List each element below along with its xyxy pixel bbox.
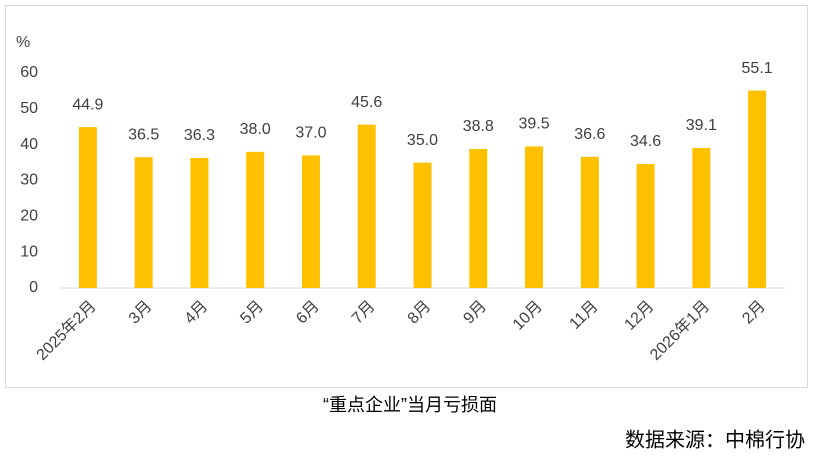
data-label: 44.9	[72, 96, 103, 113]
data-label: 45.6	[351, 94, 382, 111]
y-tick-label: 0	[29, 279, 38, 296]
bar	[413, 162, 432, 288]
bar	[301, 155, 320, 288]
y-tick-label: 30	[20, 172, 38, 189]
y-tick-label: 50	[20, 100, 38, 117]
bar	[357, 124, 376, 288]
data-label: 38.0	[240, 121, 271, 138]
data-label: 36.3	[184, 127, 215, 144]
bar	[525, 146, 544, 288]
chart-title: “重点企业”当月亏损面	[323, 395, 497, 415]
y-tick-label: 20	[20, 208, 38, 225]
y-axis-label: %	[16, 34, 30, 51]
data-label: 37.0	[295, 125, 326, 142]
data-label: 34.6	[630, 133, 661, 150]
bar	[692, 147, 711, 288]
data-label: 36.5	[128, 126, 159, 143]
data-label: 38.8	[463, 118, 494, 135]
bar	[78, 127, 97, 288]
data-label: 35.0	[407, 132, 438, 149]
bar	[580, 156, 599, 288]
bar	[246, 151, 265, 288]
bar	[190, 157, 209, 288]
bar	[469, 148, 488, 288]
bar	[748, 90, 767, 288]
bar	[134, 157, 153, 288]
y-tick-label: 40	[20, 136, 38, 153]
data-label: 55.1	[742, 60, 773, 77]
source: 数据来源：中棉行协	[625, 428, 805, 451]
data-label: 36.6	[574, 126, 605, 143]
y-tick-label: 10	[20, 243, 38, 260]
y-tick-label: 60	[20, 64, 38, 81]
data-label: 39.5	[518, 116, 549, 133]
bar	[636, 164, 655, 288]
data-label: 39.1	[686, 117, 717, 134]
